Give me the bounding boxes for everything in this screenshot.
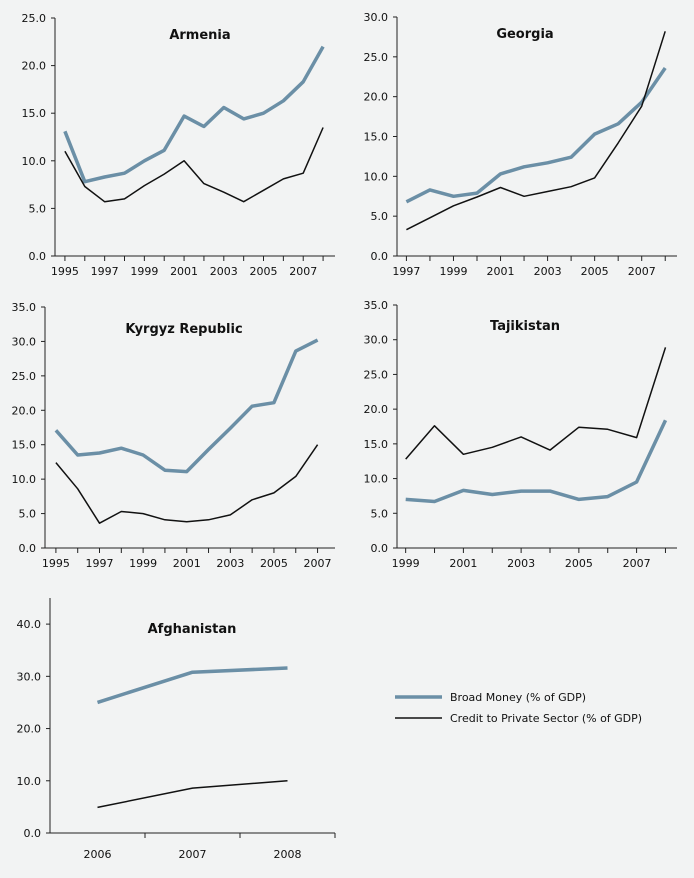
kyrgyz-republic-y-tick-label: 10.0 — [12, 473, 37, 486]
kyrgyz-republic-y-tick-label: 5.0 — [19, 508, 37, 521]
armenia-x-tick-label: 2001 — [170, 265, 198, 278]
armenia-x-tick-label: 2005 — [250, 265, 278, 278]
georgia-y-tick-label: 10.0 — [364, 170, 389, 183]
armenia-title: Armenia — [169, 28, 230, 43]
armenia-x-tick-label: 1995 — [51, 265, 79, 278]
tajikistan-y-tick-label: 25.0 — [364, 368, 389, 381]
georgia-y-tick-label: 20.0 — [364, 91, 389, 104]
tajikistan-title: Tajikistan — [490, 319, 560, 334]
kyrgyz-republic-y-tick-label: 25.0 — [12, 370, 37, 383]
kyrgyz-republic-title: Kyrgyz Republic — [125, 322, 242, 337]
tajikistan-y-tick-label: 20.0 — [364, 403, 389, 416]
afghanistan-y-tick-label: 30.0 — [17, 670, 42, 683]
afghanistan-y-tick-label: 10.0 — [17, 775, 42, 788]
afghanistan-y-tick-label: 0.0 — [24, 827, 42, 840]
kyrgyz-republic-y-tick-label: 0.0 — [19, 542, 37, 555]
armenia-x-tick-label: 2007 — [289, 265, 317, 278]
armenia-y-tick-label: 15.0 — [22, 107, 47, 120]
tajikistan-panel: 0.0 5.0 10.0 15.0 20.0 25.0 30.0 35.0 1999 2001 20… — [364, 299, 677, 570]
kyrgyz-republic-credit-to-private-sector-of-gdp-line — [55, 444, 319, 524]
georgia-broad-money-of-gdp-line — [405, 67, 667, 204]
kyrgyz-republic-x-tick-label: 1997 — [86, 557, 114, 570]
afghanistan-y-tick-label: 20.0 — [17, 723, 42, 736]
kyrgyz-republic-y-tick-label: 35.0 — [12, 301, 37, 314]
georgia-y-tick-label: 30.0 — [364, 11, 389, 24]
armenia-y-tick-label: 0.0 — [29, 250, 47, 263]
armenia-y-tick-label: 5.0 — [29, 202, 47, 215]
georgia-x-tick-label: 1997 — [392, 265, 420, 278]
armenia-y-tick-label: 10.0 — [22, 155, 47, 168]
legend-credit-label: Credit to Private Sector (% of GDP) — [450, 712, 642, 725]
armenia-x-tick-label: 1997 — [91, 265, 119, 278]
tajikistan-broad-money-of-gdp-line — [405, 419, 668, 504]
georgia-x-tick-label: 2005 — [581, 265, 609, 278]
kyrgyz-republic-x-tick-label: 2003 — [216, 557, 244, 570]
georgia-x-tick-label: 2003 — [534, 265, 562, 278]
armenia-panel: 0.0 5.0 10.0 15.0 20.0 25.0 1995 1997 1999 2001 20… — [22, 12, 335, 278]
kyrgyz-republic-panel: 0.0 5.0 10.0 15.0 20.0 25.0 30.0 35.0 1995 1997 19… — [12, 301, 335, 570]
kyrgyz-republic-x-tick-label: 1995 — [42, 557, 70, 570]
kyrgyz-republic-y-tick-label: 15.0 — [12, 439, 37, 452]
afghanistan-broad-money-of-gdp-line — [96, 666, 288, 705]
georgia-y-tick-label: 15.0 — [364, 131, 389, 144]
kyrgyz-republic-x-tick-label: 2001 — [173, 557, 201, 570]
tajikistan-credit-to-private-sector-of-gdp-line — [405, 347, 667, 460]
georgia-y-tick-label: 5.0 — [371, 210, 389, 223]
afghanistan-credit-to-private-sector-of-gdp-line — [97, 780, 288, 809]
kyrgyz-republic-x-tick-label: 2005 — [260, 557, 288, 570]
afghanistan-x-tick-label: 2007 — [179, 848, 207, 861]
armenia-x-tick-label: 1999 — [130, 265, 158, 278]
armenia-broad-money-of-gdp-line — [63, 45, 325, 184]
kyrgyz-republic-x-tick-label: 1999 — [129, 557, 157, 570]
georgia-x-tick-label: 1999 — [439, 265, 467, 278]
tajikistan-y-tick-label: 35.0 — [364, 299, 389, 312]
armenia-x-tick-label: 2003 — [210, 265, 238, 278]
kyrgyz-republic-y-tick-label: 20.0 — [12, 404, 37, 417]
georgia-title: Georgia — [496, 27, 553, 42]
tajikistan-x-tick-label: 1999 — [392, 557, 420, 570]
georgia-y-tick-label: 0.0 — [371, 250, 389, 263]
legend-broad-money-label: Broad Money (% of GDP) — [450, 691, 586, 704]
georgia-credit-to-private-sector-of-gdp-line — [406, 31, 666, 231]
tajikistan-y-tick-label: 10.0 — [364, 473, 389, 486]
georgia-panel: 0.0 5.0 10.0 15.0 20.0 25.0 30.0 1997 1999 2001 20… — [364, 11, 677, 278]
armenia-y-tick-label: 25.0 — [22, 12, 47, 25]
armenia-y-tick-label: 20.0 — [22, 60, 47, 73]
georgia-x-tick-label: 2007 — [628, 265, 656, 278]
tajikistan-y-tick-label: 0.0 — [371, 542, 389, 555]
georgia-x-tick-label: 2001 — [487, 265, 515, 278]
tajikistan-x-tick-label: 2007 — [623, 557, 651, 570]
afghanistan-title: Afghanistan — [148, 622, 237, 637]
tajikistan-x-tick-label: 2003 — [507, 557, 535, 570]
legend: Broad Money (% of GDP) Credit to Private… — [395, 691, 642, 725]
kyrgyz-republic-x-tick-label: 2007 — [304, 557, 332, 570]
georgia-y-tick-label: 25.0 — [364, 51, 389, 64]
tajikistan-y-tick-label: 5.0 — [371, 507, 389, 520]
afghanistan-panel: 0.0 10.0 20.0 30.0 40.0 2006 2007 2008 Afghanist… — [17, 598, 336, 861]
afghanistan-x-tick-label: 2006 — [84, 848, 112, 861]
kyrgyz-republic-y-tick-label: 30.0 — [12, 335, 37, 348]
tajikistan-y-tick-label: 15.0 — [364, 438, 389, 451]
tajikistan-y-tick-label: 30.0 — [364, 334, 389, 347]
kyrgyz-republic-broad-money-of-gdp-line — [54, 338, 319, 474]
tajikistan-x-tick-label: 2005 — [565, 557, 593, 570]
afghanistan-x-tick-label: 2008 — [274, 848, 302, 861]
tajikistan-x-tick-label: 2001 — [449, 557, 477, 570]
armenia-credit-to-private-sector-of-gdp-line — [64, 127, 324, 203]
afghanistan-y-tick-label: 40.0 — [17, 618, 42, 631]
chart-panels: 0.0 5.0 10.0 15.0 20.0 25.0 1995 1997 1999 2001 20… — [12, 11, 677, 861]
